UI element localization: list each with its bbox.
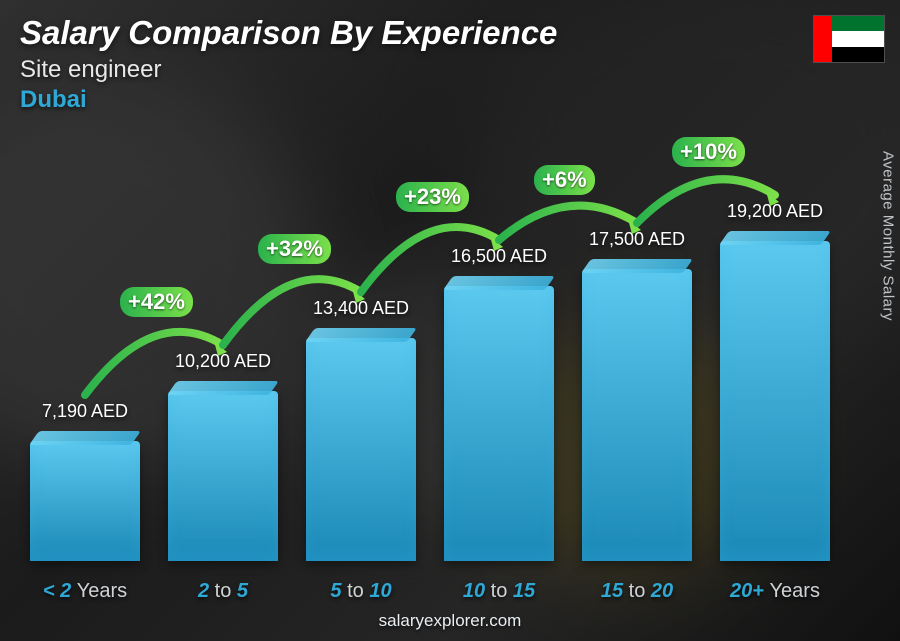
x-axis-label: 15 to 20 [582, 580, 692, 603]
job-title: Site engineer [20, 56, 880, 84]
bar-value-label: 17,500 AED [527, 229, 747, 250]
bar: 10,200 AED [168, 391, 278, 561]
x-axis-label: 20+ Years [720, 580, 830, 603]
bar: 16,500 AED [444, 286, 554, 561]
bar-value-label: 19,200 AED [665, 201, 885, 222]
flag-green-stripe [832, 16, 884, 31]
bar-value-label: 7,190 AED [0, 401, 195, 422]
bar-value-label: 13,400 AED [251, 298, 471, 319]
y-axis-label: Average Monthly Salary [880, 151, 897, 321]
location-label: Dubai [20, 86, 880, 114]
delta-pct-label: +10% [672, 137, 745, 167]
x-axis-label: 5 to 10 [306, 580, 416, 603]
delta-pct-label: +6% [534, 165, 595, 195]
flag-white-stripe [832, 31, 884, 46]
header: Salary Comparison By Experience Site eng… [20, 14, 880, 114]
bar: 19,200 AED [720, 241, 830, 561]
x-axis: < 2 Years 2 to 5 5 to 10 10 to 15 15 to 20 20… [30, 580, 830, 603]
bar-slot: 19,200 AED [720, 150, 830, 561]
bar-slot: 13,400 AED [306, 150, 416, 561]
bar-slot: 10,200 AED [168, 150, 278, 561]
flag-black-stripe [832, 47, 884, 62]
x-axis-label: < 2 Years [30, 580, 140, 603]
bar: 7,190 AED [30, 441, 140, 561]
x-axis-label: 2 to 5 [168, 580, 278, 603]
footer-site: salaryexplorer.com [0, 611, 900, 631]
infographic-stage: Salary Comparison By Experience Site eng… [0, 0, 900, 641]
page-title: Salary Comparison By Experience [20, 14, 880, 52]
bar-slot: 16,500 AED [444, 150, 554, 561]
delta-pct-label: +23% [396, 182, 469, 212]
x-axis-label: 10 to 15 [444, 580, 554, 603]
salary-bar-chart: 7,190 AED10,200 AED13,400 AED16,500 AED1… [30, 150, 830, 561]
uae-flag-icon [814, 16, 884, 62]
delta-pct-label: +42% [120, 287, 193, 317]
bar: 13,400 AED [306, 338, 416, 561]
bar: 17,500 AED [582, 269, 692, 561]
delta-pct-label: +32% [258, 234, 331, 264]
flag-red-band [814, 16, 832, 62]
bar-value-label: 10,200 AED [113, 351, 333, 372]
